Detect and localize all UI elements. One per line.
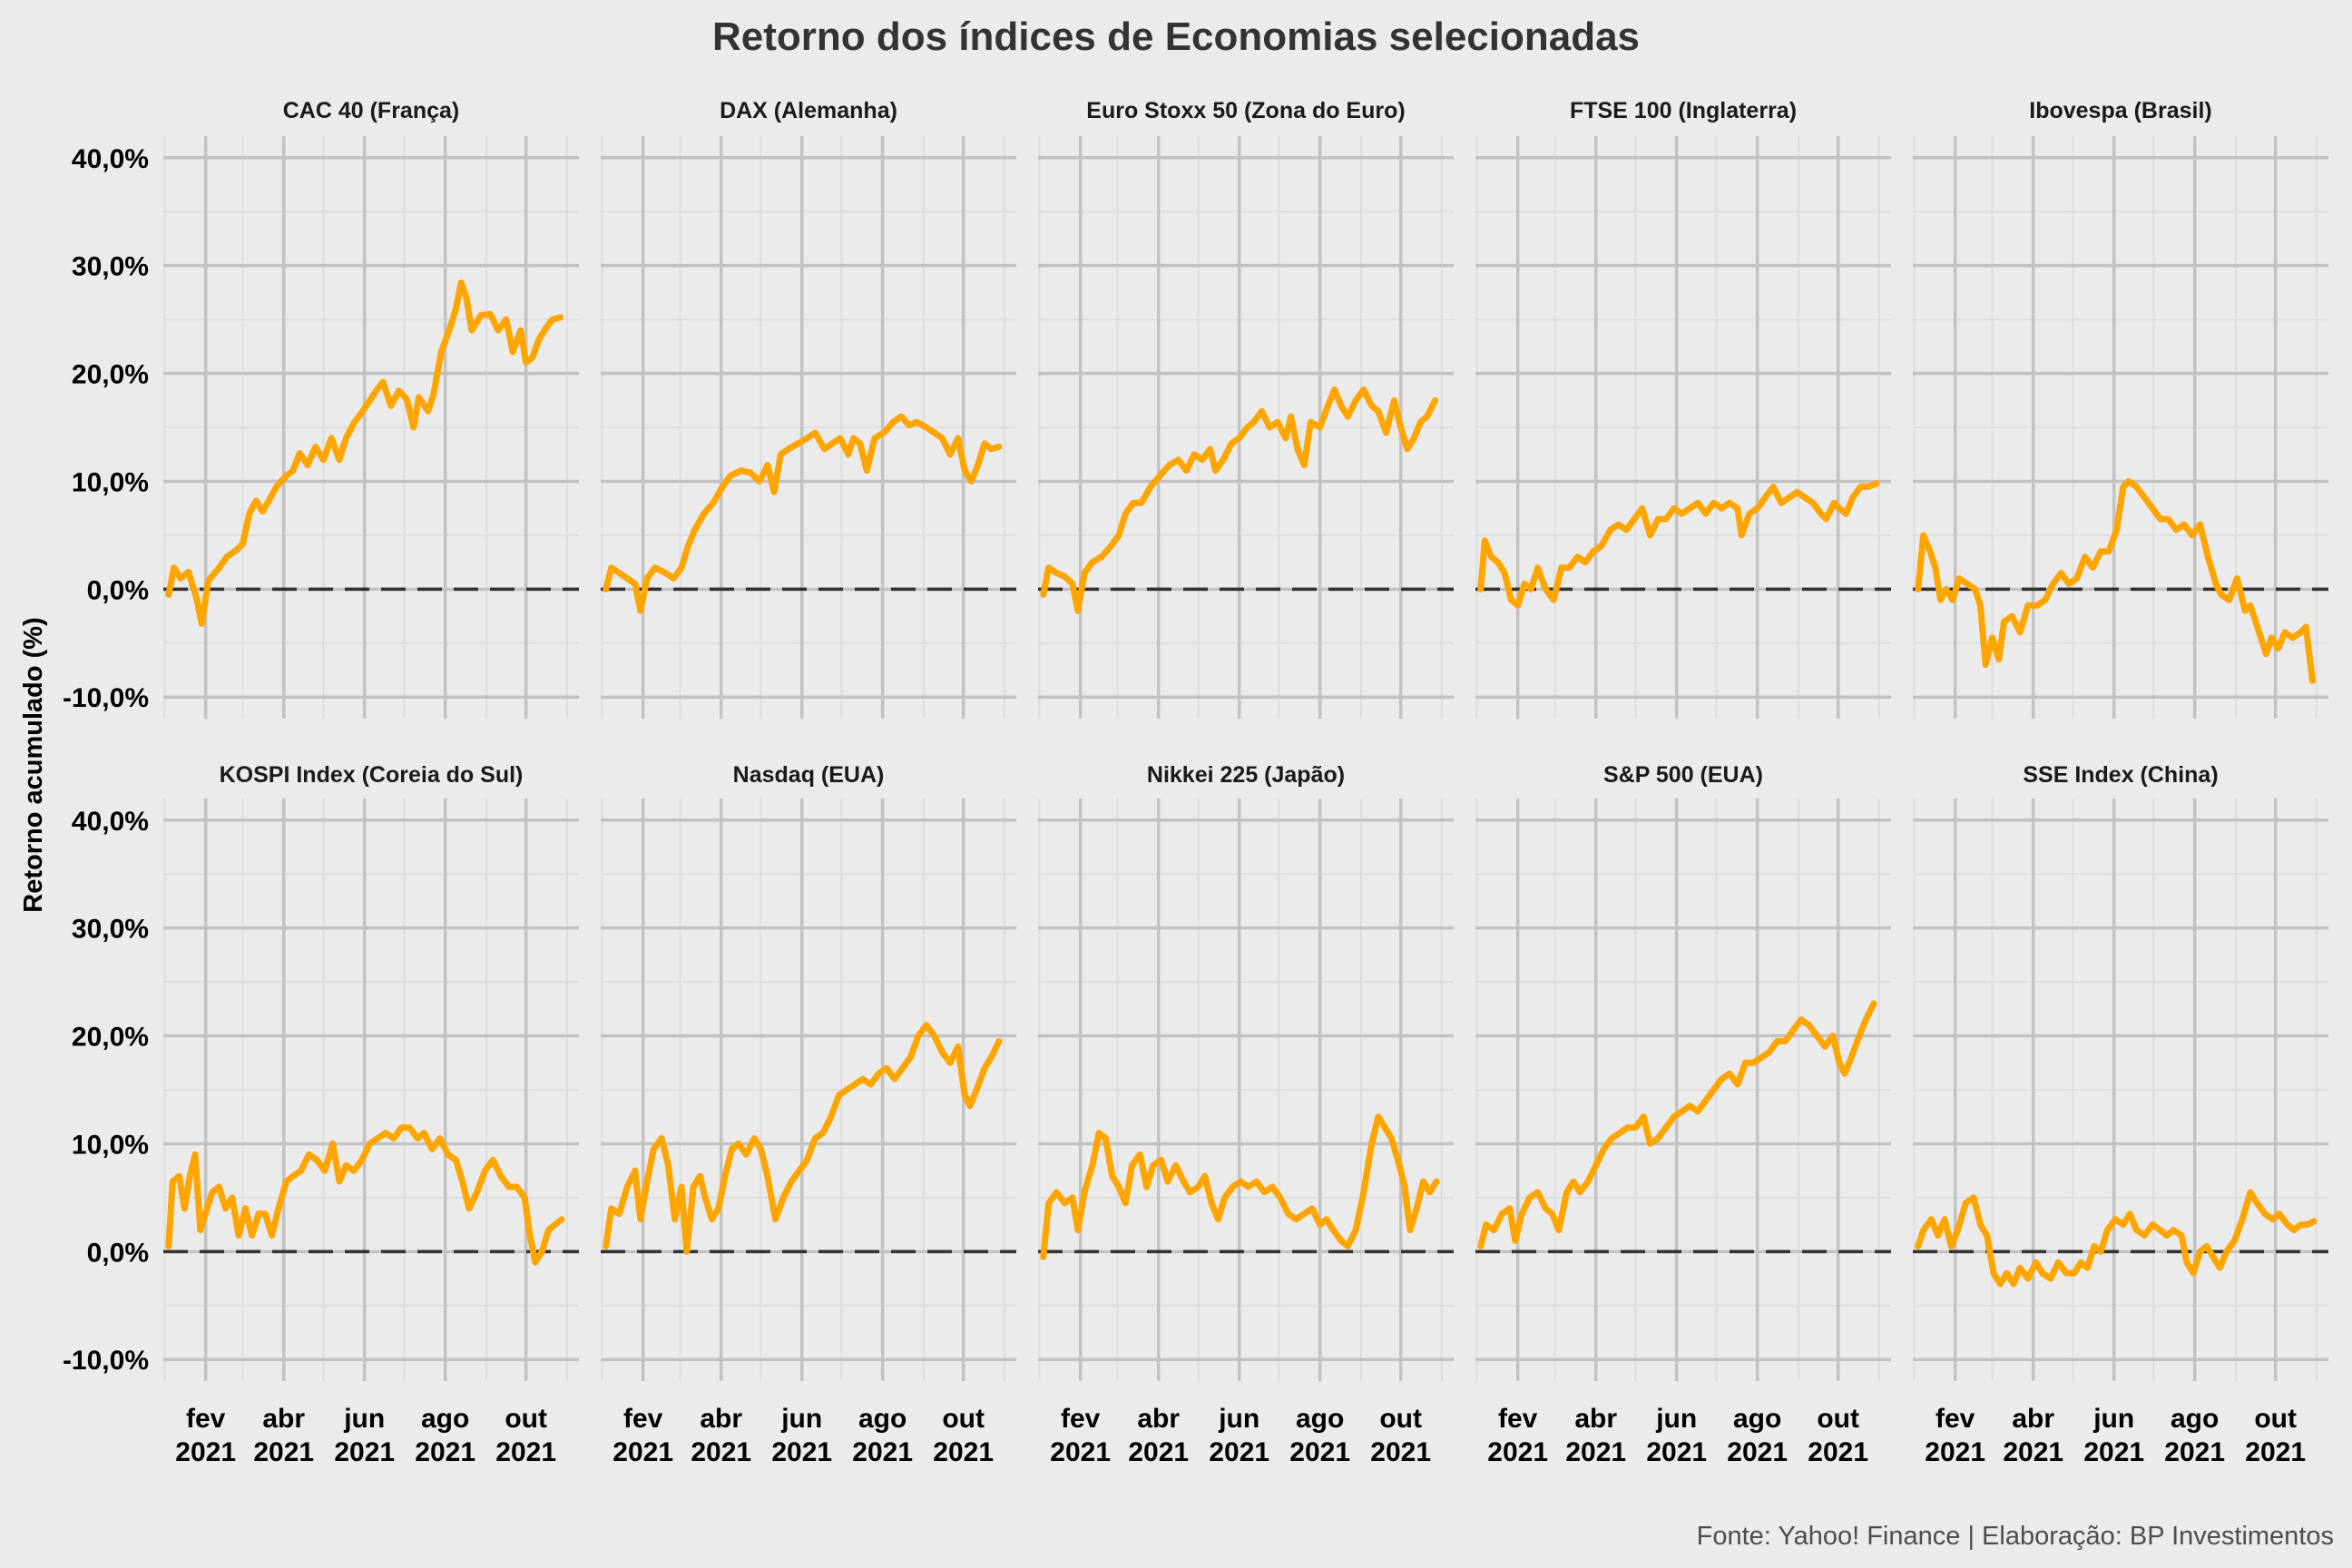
x-tick-label: 2021 [1646, 1437, 1707, 1467]
y-tick-label: 10,0% [72, 1130, 149, 1160]
x-tick-label: 2021 [612, 1437, 673, 1467]
y-tick-label: 10,0% [72, 467, 149, 497]
x-tick-label: fev [1936, 1404, 1975, 1434]
facet-panels: CAC 40 (França) -10,0% 0,0% 10,0% 20,0% 30,0%… [63, 98, 2328, 1467]
y-tick-label: 40,0% [72, 144, 149, 174]
x-tick-label: 2021 [334, 1437, 395, 1467]
y-tick-label: -10,0% [63, 683, 149, 713]
series-line [1040, 1113, 1440, 1260]
series-line [165, 279, 564, 627]
x-tick-label: fev [186, 1404, 226, 1434]
x-tick-label: 2021 [852, 1437, 913, 1467]
facet-panel: Euro Stoxx 50 (Zona do Euro) [1038, 98, 1454, 719]
x-tick-label: fev [623, 1404, 663, 1434]
facet-strip-label: Nikkei 225 (Japão) [1147, 762, 1345, 788]
series-line [1477, 1000, 1877, 1250]
x-tick-label: 2021 [1565, 1437, 1626, 1467]
x-tick-label: 2021 [1487, 1437, 1548, 1467]
series-line [1915, 477, 2316, 684]
x-tick-label: 2021 [253, 1437, 314, 1467]
x-tick-label: fev [1498, 1404, 1538, 1434]
y-axis-label: Retorno acumulado (%) [19, 617, 48, 912]
x-tick-label: abr [1137, 1404, 1180, 1434]
x-tick-label: out [505, 1404, 547, 1434]
x-tick-label: abr [2012, 1404, 2054, 1434]
facet-panel: DAX (Alemanha) [601, 98, 1016, 719]
x-tick-label: 2021 [691, 1437, 751, 1467]
y-tick-label: 0,0% [87, 575, 149, 605]
x-tick-label: jun [1218, 1404, 1259, 1434]
x-tick-label: 2021 [495, 1437, 556, 1467]
x-tick-label: abr [700, 1404, 742, 1434]
x-tick-label: ago [2171, 1404, 2219, 1434]
x-tick-label: 2021 [2245, 1437, 2306, 1467]
x-tick-label: 2021 [2003, 1437, 2063, 1467]
y-tick-label: -10,0% [63, 1346, 149, 1376]
facet-panel: S&P 500 (EUA)fev2021abr2021jun2021ago202… [1475, 762, 1891, 1467]
x-tick-label: ago [421, 1404, 469, 1434]
x-tick-label: jun [780, 1404, 822, 1434]
x-tick-label: out [942, 1404, 985, 1434]
y-tick-label: 40,0% [72, 807, 149, 837]
x-tick-label: out [1817, 1404, 1859, 1434]
series-line [1040, 386, 1439, 614]
x-tick-label: out [1379, 1404, 1422, 1434]
x-tick-label: 2021 [1050, 1437, 1111, 1467]
y-tick-label: 20,0% [72, 1023, 149, 1053]
x-tick-label: jun [1655, 1404, 1697, 1434]
facet-panel: Nikkei 225 (Japão)fev2021abr2021jun2021a… [1038, 762, 1454, 1467]
facet-strip-label: CAC 40 (França) [283, 98, 460, 123]
x-tick-label: 2021 [175, 1437, 236, 1467]
x-tick-label: ago [858, 1404, 906, 1434]
y-tick-label: 30,0% [72, 252, 149, 282]
x-tick-label: 2021 [1727, 1437, 1788, 1467]
x-tick-label: fev [1061, 1404, 1101, 1434]
facet-strip-label: Ibovespa (Brasil) [2029, 98, 2211, 123]
x-tick-label: ago [1733, 1404, 1781, 1434]
x-tick-label: 2021 [415, 1437, 475, 1467]
x-tick-label: abr [1574, 1404, 1617, 1434]
facet-panel: CAC 40 (França) -10,0% 0,0% 10,0% 20,0% 30,0%… [63, 98, 579, 719]
series-line [1477, 480, 1880, 609]
y-tick-label: 0,0% [87, 1238, 149, 1268]
facet-panel: KOSPI Index (Coreia do Sul) -10,0% 0,0% 10,… [63, 762, 579, 1467]
chart-title: Retorno dos índices de Economias selecio… [712, 15, 1640, 59]
x-tick-label: out [2254, 1404, 2297, 1434]
x-tick-label: 2021 [1925, 1437, 1985, 1467]
x-tick-label: ago [1296, 1404, 1344, 1434]
x-tick-label: 2021 [1128, 1437, 1189, 1467]
facet-strip-label: S&P 500 (EUA) [1603, 762, 1763, 788]
x-tick-label: abr [262, 1404, 305, 1434]
x-tick-label: 2021 [1289, 1437, 1350, 1467]
x-tick-label: 2021 [1209, 1437, 1269, 1467]
series-line [603, 413, 1003, 614]
series-line [165, 1124, 565, 1266]
facet-strip-label: DAX (Alemanha) [720, 98, 897, 123]
x-tick-label: 2021 [1370, 1437, 1431, 1467]
x-tick-label: 2021 [771, 1437, 832, 1467]
facet-strip-label: KOSPI Index (Coreia do Sul) [220, 762, 524, 788]
x-tick-label: 2021 [933, 1437, 994, 1467]
facet-panel: Nasdaq (EUA)fev2021abr2021jun2021ago2021… [601, 762, 1016, 1467]
x-tick-label: 2021 [1808, 1437, 1868, 1467]
x-tick-label: 2021 [2164, 1437, 2225, 1467]
y-tick-label: 30,0% [72, 915, 149, 945]
facet-panel: SSE Index (China)fev2021abr2021jun2021ag… [1913, 762, 2328, 1467]
x-tick-label: 2021 [2083, 1437, 2144, 1467]
series-line [603, 1022, 1003, 1255]
series-line [1915, 1189, 2318, 1288]
facet-strip-label: FTSE 100 (Inglaterra) [1570, 98, 1797, 123]
chart-caption: Fonte: Yahoo! Finance | Elaboração: BP I… [1697, 1522, 2334, 1551]
facet-strip-label: SSE Index (China) [2023, 762, 2218, 788]
x-tick-label: jun [2092, 1404, 2134, 1434]
facet-strip-label: Nasdaq (EUA) [733, 762, 885, 788]
y-tick-label: 20,0% [72, 360, 149, 390]
facet-panel: Ibovespa (Brasil) [1913, 98, 2328, 719]
facet-strip-label: Euro Stoxx 50 (Zona do Euro) [1086, 98, 1405, 123]
facet-panel: FTSE 100 (Inglaterra) [1475, 98, 1891, 719]
x-tick-label: jun [343, 1404, 385, 1434]
